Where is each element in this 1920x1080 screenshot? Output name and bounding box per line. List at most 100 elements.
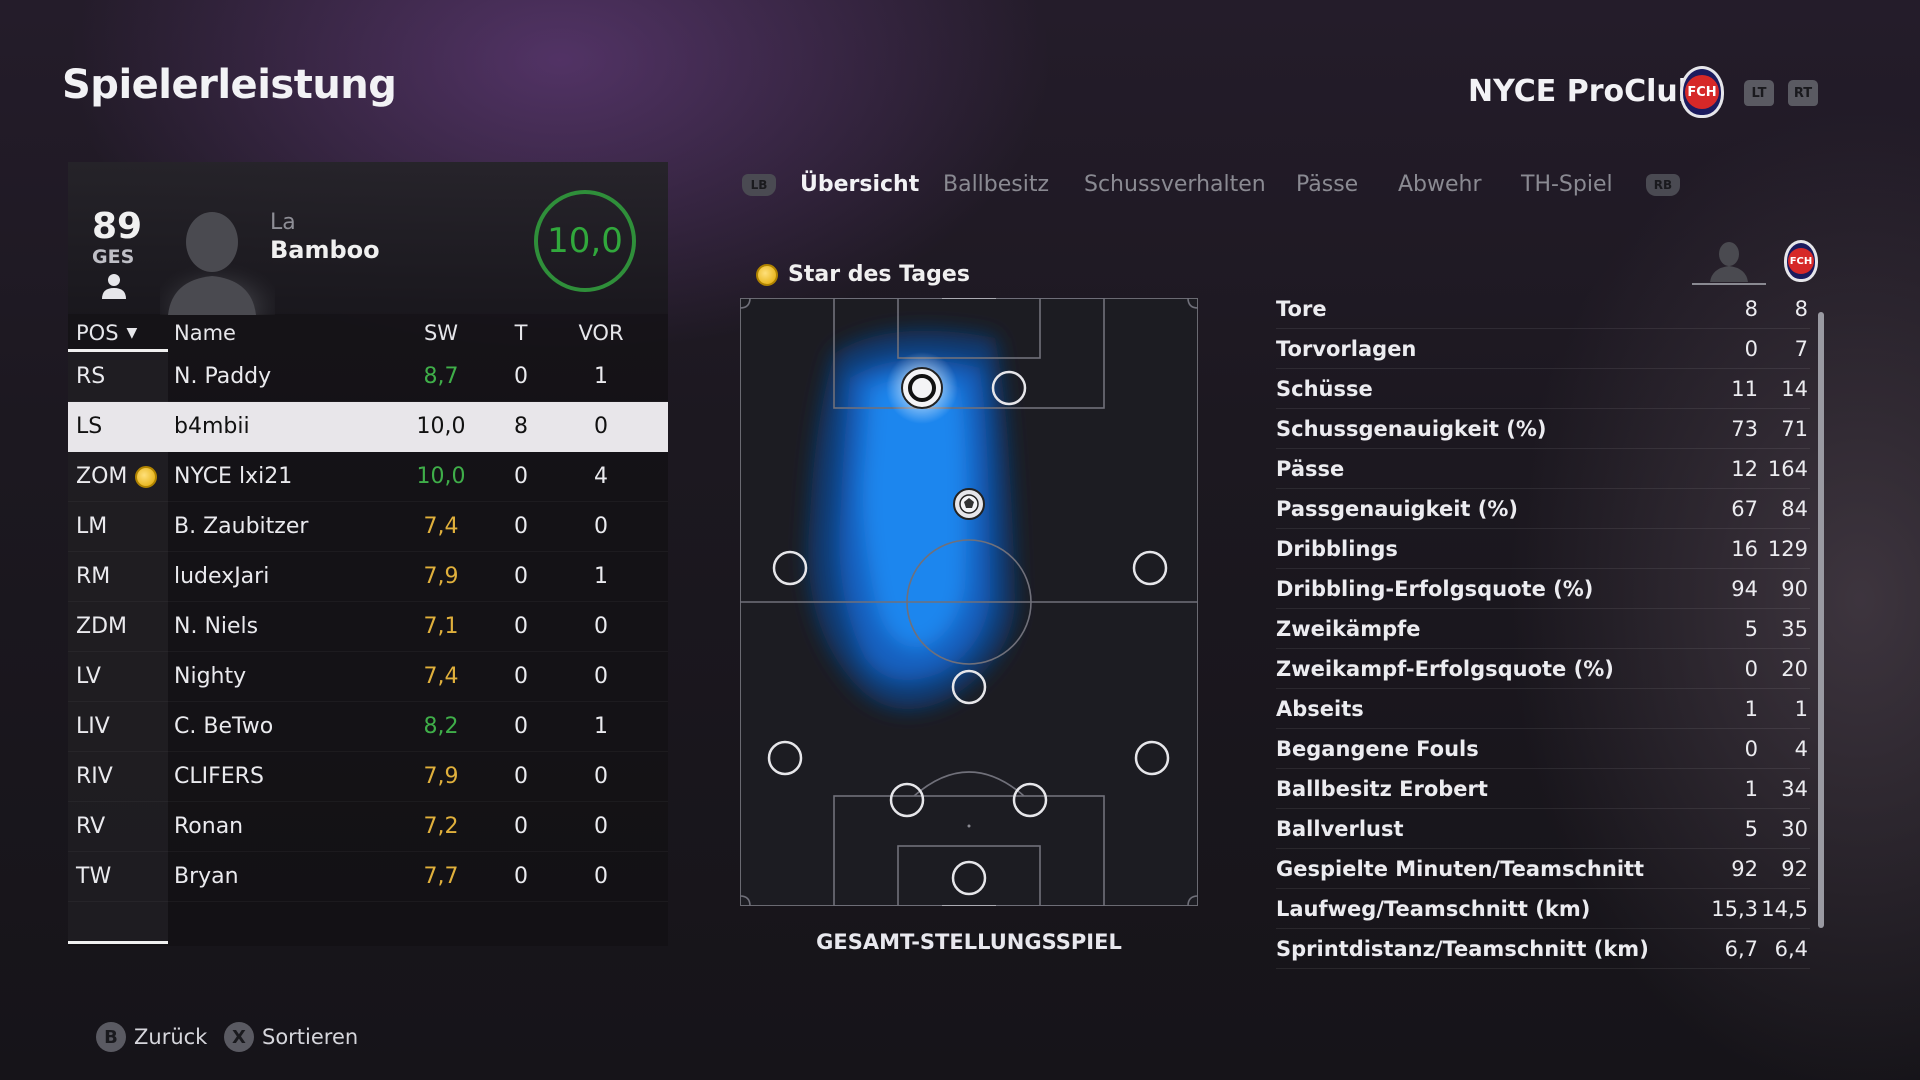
tab-th-spiel[interactable]: TH-Spiel (1521, 172, 1613, 197)
stat-label: Passgenauigkeit (%) (1276, 496, 1519, 521)
tab-paesse[interactable]: Pässe (1296, 172, 1359, 197)
stat-label: Tore (1276, 296, 1327, 321)
stat-row: Pässe 12 164 (1276, 449, 1810, 489)
table-row[interactable]: RM ludexJari 7,9 0 1 (68, 552, 668, 602)
stat-label: Torvorlagen (1276, 336, 1417, 361)
header-sw[interactable]: SW (423, 321, 459, 345)
tab-schussverhalten[interactable]: Schussverhalten (1084, 172, 1266, 197)
row-pos: RM (76, 564, 111, 589)
table-row[interactable]: LIV C. BeTwo 8,2 0 1 (68, 702, 668, 752)
table-row[interactable]: ZOM NYCE lxi21 10,0 0 4 (68, 452, 668, 502)
header-pos[interactable]: POS ▼ (76, 321, 138, 345)
stat-player-value: 1 (1744, 776, 1758, 801)
back-label: Zurück (134, 1025, 208, 1049)
row-rating: 7,9 (423, 764, 459, 789)
sort-action[interactable]: X Sortieren (224, 1022, 358, 1052)
player-column-silhouette-icon (1692, 242, 1766, 285)
stats-list: Tore 8 8 Torvorlagen 0 7 Schüsse 11 14 Schussgena… (1276, 289, 1810, 969)
stat-team-value: 1 (1794, 696, 1808, 721)
stat-player-value: 0 (1744, 336, 1758, 361)
heatmap-pitch (740, 298, 1198, 906)
player-first-name: La (270, 210, 296, 235)
table-row[interactable]: LM B. Zaubitzer 7,4 0 0 (68, 502, 668, 552)
row-assists: 0 (594, 764, 608, 789)
tab-ballbesitz[interactable]: Ballbesitz (943, 172, 1050, 197)
back-action[interactable]: B Zurück (96, 1022, 207, 1052)
stat-row: Zweikämpfe 5 35 (1276, 609, 1810, 649)
overall-label: GES (92, 246, 135, 268)
player-table: POS ▼ Name SW T VOR RS N. Paddy 8,7 0 1 LS b4mb… (68, 314, 668, 902)
row-pos: LS (76, 414, 103, 439)
stat-player-value: 16 (1731, 536, 1758, 561)
stats-scrollbar[interactable] (1818, 312, 1824, 928)
row-assists: 0 (594, 814, 608, 839)
table-row[interactable]: RS N. Paddy 8,7 0 1 (68, 352, 668, 402)
row-goals: 0 (514, 864, 528, 889)
table-body: RS N. Paddy 8,7 0 1 LS b4mbii 10,0 8 0 ZOM NYCE lxi… (68, 352, 668, 902)
stat-player-value: 0 (1744, 656, 1758, 681)
rt-trigger-icon[interactable]: RT (1788, 80, 1818, 106)
row-rating: 8,2 (423, 714, 459, 739)
table-row[interactable]: RV Ronan 7,2 0 0 (68, 802, 668, 852)
sort-down-icon: ▼ (126, 325, 138, 341)
stat-team-value: 164 (1767, 456, 1808, 481)
stat-player-value: 92 (1731, 856, 1758, 881)
stat-team-value: 6,4 (1774, 936, 1808, 961)
row-name: Ronan (174, 814, 244, 839)
row-name: N. Niels (174, 614, 259, 639)
sort-indicator-bottom (68, 941, 168, 944)
stat-team-value: 7 (1794, 336, 1808, 361)
row-name: CLIFERS (174, 764, 264, 789)
row-name: Nighty (174, 664, 247, 689)
stat-label: Laufweg/Teamschnitt (km) (1276, 896, 1591, 921)
row-rating: 7,4 (423, 664, 459, 689)
table-row[interactable]: LS b4mbii 10,0 8 0 (68, 402, 668, 452)
stat-label: Zweikämpfe (1276, 616, 1421, 641)
page-title: Spielerleistung (62, 62, 397, 108)
lt-trigger-icon[interactable]: LT (1744, 80, 1774, 106)
stat-team-value: 71 (1781, 416, 1808, 441)
tab-abwehr[interactable]: Abwehr (1398, 172, 1482, 197)
row-assists: 0 (594, 414, 608, 439)
table-row[interactable]: LV Nighty 7,4 0 0 (68, 652, 668, 702)
table-row[interactable]: TW Bryan 7,7 0 0 (68, 852, 668, 902)
stat-row: Schüsse 11 14 (1276, 369, 1810, 409)
stat-label: Gespielte Minuten/Teamschnitt (1276, 856, 1645, 881)
lb-bumper-icon[interactable]: LB (742, 174, 776, 196)
row-rating: 7,4 (423, 514, 459, 539)
header-vor[interactable]: VOR (578, 321, 624, 345)
stat-player-value: 1 (1744, 696, 1758, 721)
stat-label: Ballverlust (1276, 816, 1404, 841)
table-row[interactable]: ZDM N. Niels 7,1 0 0 (68, 602, 668, 652)
stat-player-value: 12 (1731, 456, 1758, 481)
table-row[interactable]: RIV CLIFERS 7,9 0 0 (68, 752, 668, 802)
stat-row: Sprintdistanz/Teamschnitt (km) 6,7 6,4 (1276, 929, 1810, 969)
stat-player-value: 5 (1744, 616, 1758, 641)
star-ball-icon (756, 263, 778, 286)
stat-team-value: 14,5 (1761, 896, 1808, 921)
row-assists: 1 (594, 564, 608, 589)
row-pos: ZDM (76, 614, 127, 639)
row-goals: 0 (514, 564, 528, 589)
row-name: B. Zaubitzer (174, 514, 309, 539)
row-name: C. BeTwo (174, 714, 274, 739)
stat-row: Torvorlagen 0 7 (1276, 329, 1810, 369)
formation-markers (767, 370, 1170, 896)
tab-uebersicht[interactable]: Übersicht (800, 172, 920, 197)
team-column-crest-icon: FCH (1784, 240, 1818, 282)
header-name[interactable]: Name (174, 321, 236, 345)
stat-player-value: 6,7 (1724, 936, 1758, 961)
stat-label: Abseits (1276, 696, 1364, 721)
header-t[interactable]: T (514, 321, 528, 345)
stat-label: Dribblings (1276, 536, 1398, 561)
heat-area (808, 330, 1015, 710)
row-goals: 0 (514, 814, 528, 839)
row-goals: 0 (514, 514, 528, 539)
stat-team-value: 90 (1781, 576, 1808, 601)
stat-label: Ballbesitz Erobert (1276, 776, 1488, 801)
club-crest: FCH (1680, 66, 1724, 118)
stat-row: Dribbling-Erfolgsquote (%) 94 90 (1276, 569, 1810, 609)
row-goals: 0 (514, 464, 528, 489)
stat-player-value: 5 (1744, 816, 1758, 841)
rb-bumper-icon[interactable]: RB (1646, 174, 1680, 196)
